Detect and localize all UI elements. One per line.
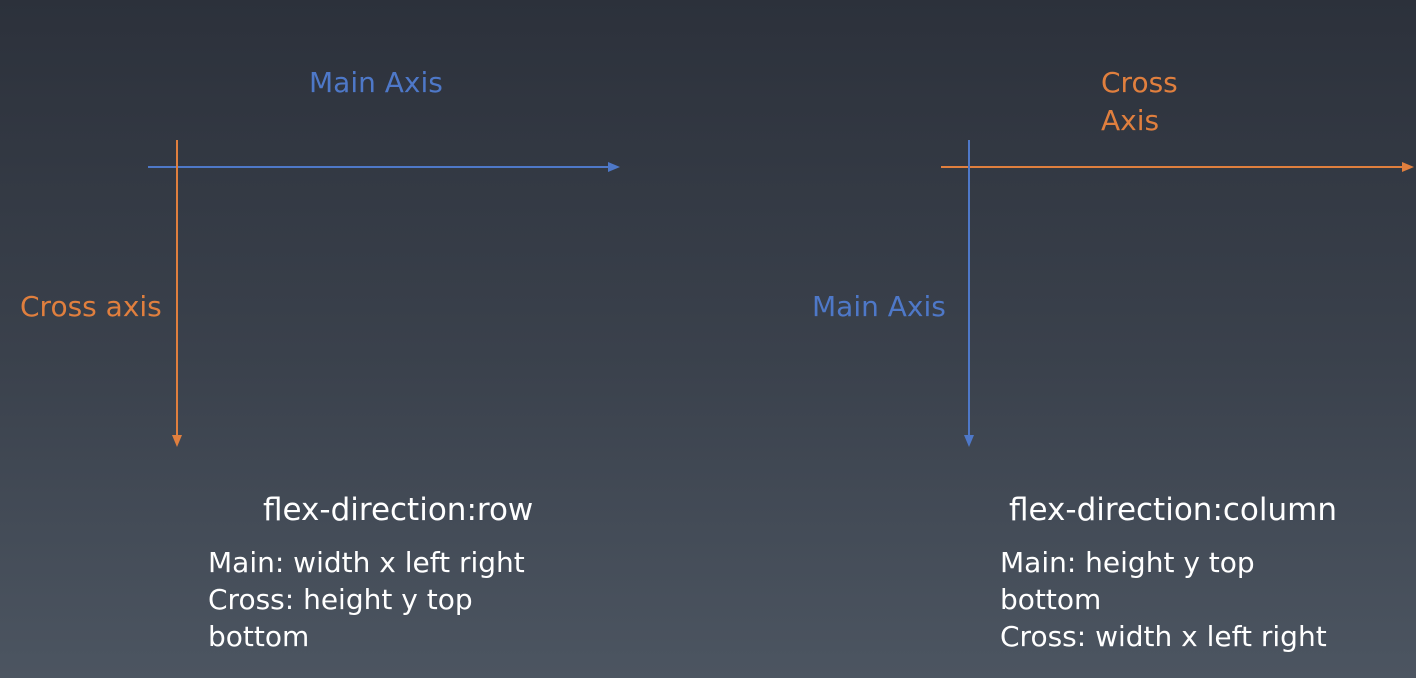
column-cross-axis-label-line2: Axis xyxy=(1101,104,1160,137)
column-cross-axis-arrow xyxy=(941,162,1414,172)
column-description: Main: height y top bottom Cross: width x… xyxy=(1000,544,1360,655)
row-cross-axis-label: Cross axis xyxy=(20,290,162,323)
column-main-axis-arrow xyxy=(964,140,974,447)
column-description-line: bottom xyxy=(1000,583,1102,616)
row-description-line: Main: width x left right xyxy=(208,546,525,579)
column-main-axis-label: Main Axis xyxy=(812,290,946,323)
row-main-axis-arrow xyxy=(148,162,620,172)
column-title: flex-direction:column xyxy=(1009,492,1337,528)
column-cross-axis-label: Cross Axis xyxy=(1101,64,1211,140)
column-description-line: Main: height y top xyxy=(1000,546,1255,579)
row-title: flex-direction:row xyxy=(263,492,534,528)
row-description-line: Cross: height y top xyxy=(208,583,473,616)
row-cross-axis-arrow xyxy=(172,140,182,447)
row-main-axis-label: Main Axis xyxy=(309,66,443,99)
row-description-line: bottom xyxy=(208,620,310,653)
row-description: Main: width x left right Cross: height y… xyxy=(208,544,538,655)
column-description-line: Cross: width x left right xyxy=(1000,620,1327,653)
column-cross-axis-label-line1: Cross xyxy=(1101,66,1178,99)
